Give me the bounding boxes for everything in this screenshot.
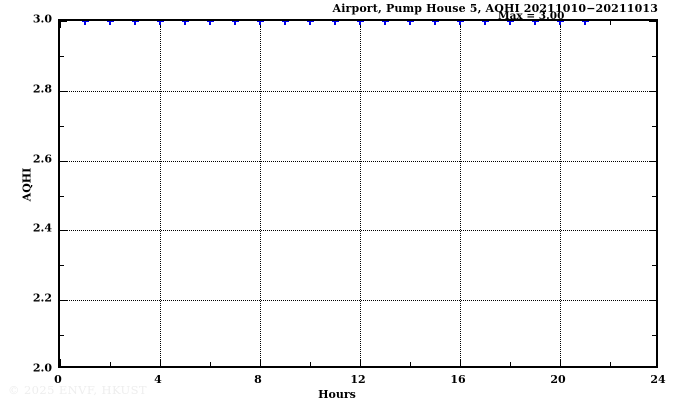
y-tick-minor [652,195,656,197]
y-tick-label: 2.6 [32,152,52,166]
y-tick-minor [60,335,64,337]
y-tick-major [649,230,656,232]
x-tick-label: 20 [550,373,566,386]
y-tick-minor [60,125,64,127]
gridline-horizontal [60,160,656,162]
plot-area [58,19,658,368]
x-tick-minor [510,21,511,25]
data-point-marker [431,21,439,25]
data-point-marker [81,21,89,25]
y-tick-label: 2.0 [32,361,52,375]
chart-title: Airport, Pump House 5, AQHI 20211010−202… [332,2,658,15]
gridline-horizontal [60,300,656,302]
x-tick-major [360,21,361,28]
data-point-marker [181,21,189,25]
x-tick-major [460,21,461,28]
x-tick-label: 8 [254,373,262,386]
y-tick-major [60,90,67,92]
x-tick-minor [410,21,411,25]
y-tick-major [649,300,656,302]
x-tick-major [60,21,61,28]
gridline-vertical [360,21,361,366]
x-tick-minor [610,21,611,25]
y-tick-major [649,160,656,162]
x-tick-major [60,359,61,366]
data-point-marker [281,21,289,25]
gridline-vertical [160,21,161,366]
x-tick-minor [510,362,511,366]
x-tick-major [560,21,561,28]
y-tick-minor [60,265,64,267]
data-point-marker [331,21,339,25]
x-tick-minor [610,362,611,366]
x-tick-major [360,359,361,366]
y-tick-label: 2.4 [32,221,52,235]
x-tick-minor [210,362,211,366]
x-tick-minor [410,362,411,366]
x-tick-minor [210,21,211,25]
x-tick-minor [310,362,311,366]
x-tick-minor [110,362,111,366]
x-axis-title: Hours [318,388,356,401]
x-tick-label: 12 [350,373,366,386]
y-tick-major [649,21,656,22]
gridline-vertical [460,21,461,366]
y-tick-minor [652,125,656,127]
x-tick-label: 0 [54,373,62,386]
x-tick-major [560,359,561,366]
data-point-marker [481,21,489,25]
y-tick-minor [652,335,656,337]
x-tick-minor [110,21,111,25]
data-point-marker [231,21,239,25]
x-tick-major [260,21,261,28]
gridline-vertical [260,21,261,366]
y-tick-label: 3.0 [32,12,52,26]
gridline-horizontal [60,230,656,232]
x-tick-minor [310,21,311,25]
x-tick-label: 4 [154,373,162,386]
x-tick-major [260,359,261,366]
data-point-marker [381,21,389,25]
y-tick-minor [652,55,656,57]
y-tick-major [60,160,67,162]
data-point-marker [531,21,539,25]
x-tick-major [460,359,461,366]
y-tick-minor [60,55,64,57]
y-tick-label: 2.2 [32,291,52,305]
y-tick-minor [60,195,64,197]
y-tick-major [60,21,67,22]
y-tick-major [60,230,67,232]
data-point-marker [131,21,139,25]
y-tick-minor [652,265,656,267]
x-tick-major [160,21,161,28]
plot-canvas [60,21,656,366]
data-point-marker [581,21,589,25]
gridline-vertical [560,21,561,366]
y-tick-label: 2.8 [32,82,52,96]
x-tick-label: 24 [650,373,666,386]
y-tick-major [60,300,67,302]
x-tick-label: 16 [450,373,466,386]
y-tick-major [649,90,656,92]
y-axis-title: AQHI [20,167,34,202]
x-tick-major [160,359,161,366]
gridline-horizontal [60,90,656,92]
